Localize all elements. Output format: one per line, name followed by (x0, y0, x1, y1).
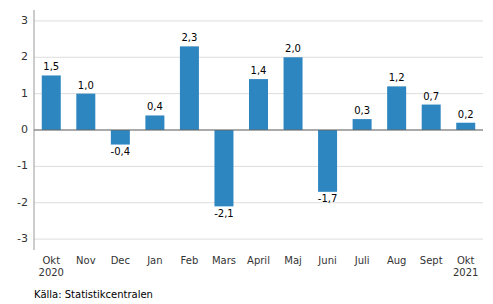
x-tick-label: Nov (76, 255, 96, 266)
data-label: -2,1 (214, 208, 234, 219)
data-label: 1,5 (43, 61, 59, 72)
data-label: 0,7 (423, 91, 439, 102)
grid-line (34, 202, 483, 203)
data-label: 1,0 (78, 80, 94, 91)
data-label: 2,0 (285, 43, 301, 54)
data-label: 0,2 (458, 109, 474, 120)
x-tick-label: Okt2020 (39, 255, 64, 278)
x-tick-label: Jan (146, 255, 162, 266)
bar (456, 123, 475, 130)
y-grid (34, 21, 483, 239)
data-label: 0,3 (354, 105, 370, 116)
y-tick-label: 1 (21, 87, 28, 100)
data-label: -1,7 (318, 193, 338, 204)
x-tick-label: Sept (420, 255, 443, 266)
bar (284, 57, 303, 130)
bar (76, 94, 95, 130)
x-tick-label: Okt2021 (453, 255, 478, 278)
y-tick-label: -2 (17, 196, 28, 209)
x-tick-label: April (247, 255, 270, 266)
data-label: 1,4 (251, 65, 267, 76)
bar (180, 46, 199, 130)
x-tick-label: Dec (111, 255, 130, 266)
y-tick-label: -3 (17, 232, 28, 245)
data-label: -0,4 (111, 146, 131, 157)
bar (422, 105, 441, 130)
bar (111, 130, 130, 145)
chart-svg: -3 -2 -1 0 1 2 3 1,5 1,0 -0,4 0,4 2,3 -2,1 1,4 2,0 -1,7… (0, 0, 493, 304)
chart-container: -3 -2 -1 0 1 2 3 1,5 1,0 -0,4 0,4 2,3 -2,1 1,4 2,0 -1,7… (0, 0, 493, 304)
bar (318, 130, 337, 192)
x-tick-label: Juli (354, 255, 370, 266)
bar (353, 119, 372, 130)
bar (42, 75, 61, 130)
grid-line (34, 130, 483, 131)
y-tick-label: 0 (21, 123, 28, 136)
bars (42, 46, 475, 206)
bar (145, 115, 164, 130)
data-label: 1,2 (389, 72, 405, 83)
x-tick-label: Feb (181, 255, 199, 266)
x-tick-label: Juni (317, 255, 336, 266)
y-tick-labels: -3 -2 -1 0 1 2 3 (17, 14, 28, 245)
x-tick-label: Mars (212, 255, 236, 266)
y-tick-label: 3 (21, 14, 28, 27)
grid-line (34, 57, 483, 58)
grid-line (34, 20, 483, 21)
zero-line (34, 130, 483, 131)
source-note: Källa: Statistikcentralen (34, 289, 153, 300)
bar (214, 130, 233, 206)
grid-line (34, 239, 483, 240)
data-label: 2,3 (181, 32, 197, 43)
data-label: 0,4 (147, 101, 163, 112)
x-tick-label: Aug (387, 255, 407, 266)
grid-line (34, 166, 483, 167)
y-tick-label: 2 (21, 50, 28, 63)
x-tick-labels: Okt2020 Nov Dec Jan Feb Mars April Maj Juni Juli A… (39, 255, 479, 278)
x-tick-label: Maj (284, 255, 302, 266)
bar (387, 86, 406, 130)
y-tick-label: -1 (17, 159, 28, 172)
data-labels: 1,5 1,0 -0,4 0,4 2,3 -2,1 1,4 2,0 -1,7 0,3 1,2 0,7 0… (43, 32, 473, 218)
bar (249, 79, 268, 130)
